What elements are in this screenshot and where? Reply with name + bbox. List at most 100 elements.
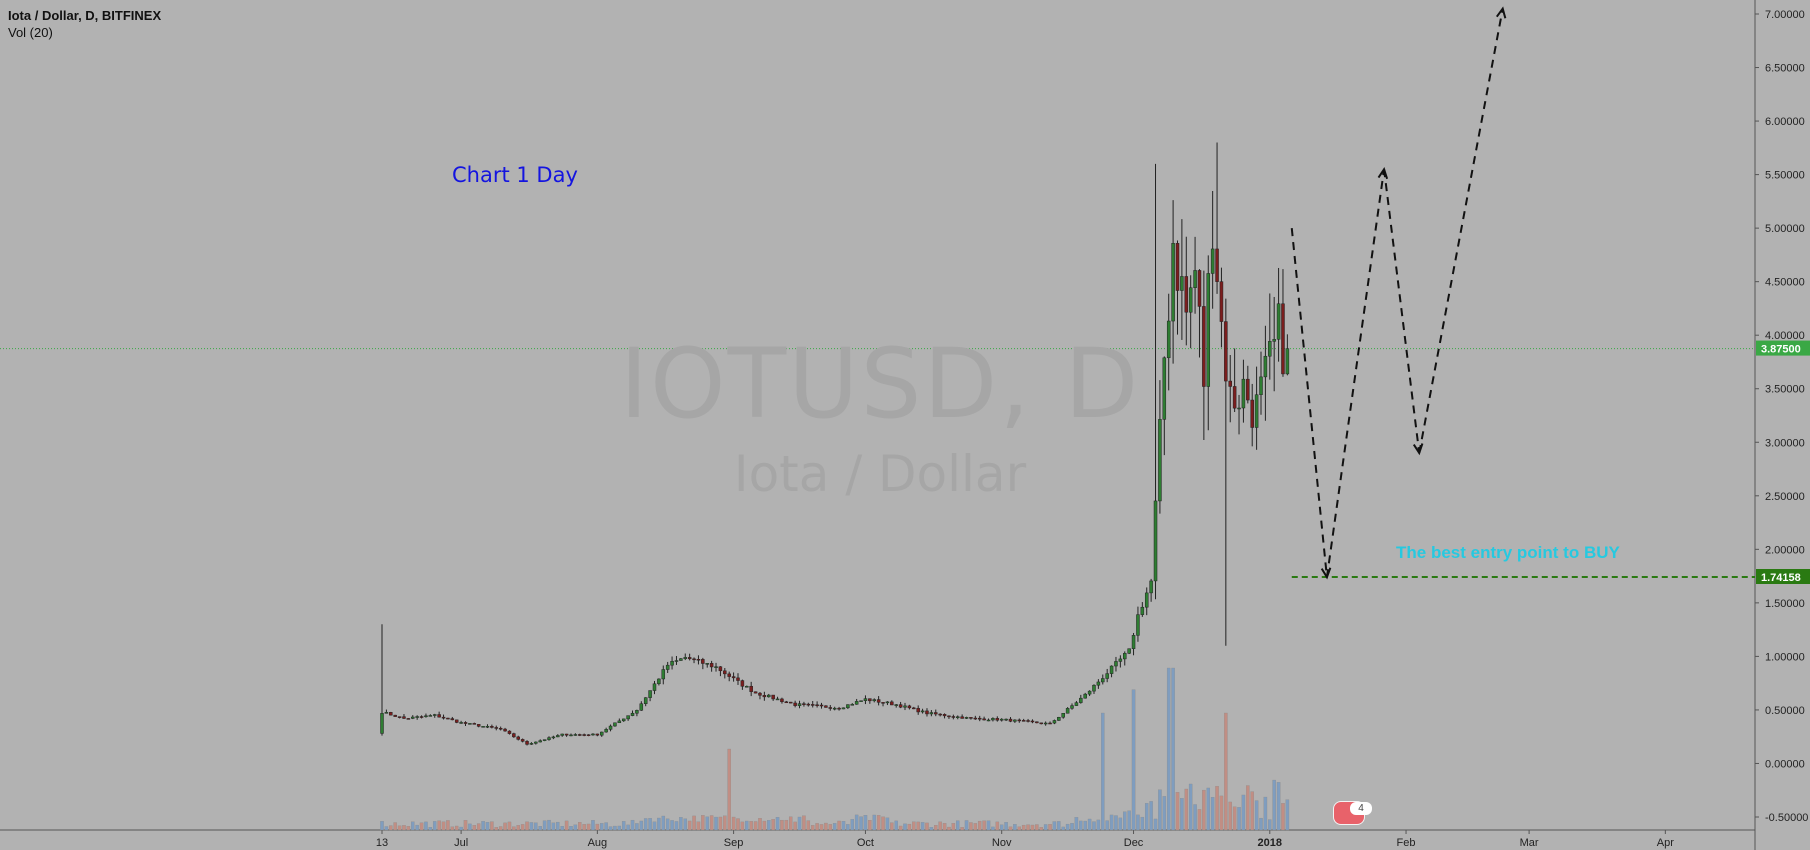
candle-body [1206,273,1211,387]
candle-body [955,716,960,718]
volume-bar [1281,803,1285,831]
candle-body [463,722,468,724]
volume-indicator-label[interactable]: Vol (20) [8,25,53,40]
time-tick-label: Jul [454,837,468,849]
volume-bar [485,822,490,831]
volume-bar [1131,689,1136,831]
projection-arrowhead [1495,6,1507,19]
volume-bar [1254,800,1259,831]
candle-body [942,714,947,717]
volume-bar [380,821,384,831]
volume-bar [503,822,507,831]
volume-bar [736,818,740,831]
candle-body [1131,635,1136,649]
candle-body [898,704,903,708]
volume-bar [1070,823,1074,831]
candle-body [525,741,529,745]
candle-body [432,714,437,716]
volume-bar [1197,809,1202,831]
volume-bar [955,820,960,831]
candle-body [428,715,433,717]
current-price-tag [1756,340,1810,356]
volume-bar [670,820,674,831]
volume-bar [793,821,797,831]
candle-body [1158,419,1162,502]
volume-bar [898,825,903,831]
volume-bar [657,817,661,831]
volume-bar [841,821,846,831]
candle-body [1118,658,1123,662]
time-tick-label: 13 [376,837,388,849]
volume-bar [608,826,613,831]
volume-bar [885,817,890,831]
volume-bar [542,820,547,831]
candle-body [709,663,714,668]
volume-bar [929,827,934,831]
candle-body [1039,722,1043,725]
candle-body [397,716,402,718]
chart-note-text: Chart 1 Day [452,163,578,187]
volume-bar [982,820,986,831]
volume-bar [450,826,455,831]
candle-body [850,704,855,706]
volume-bar [1246,785,1250,831]
candle-body [999,718,1004,721]
volume-bar [472,825,477,831]
candle-body [630,712,635,716]
volume-bar [995,821,1000,831]
volume-bar [1202,789,1206,831]
candle-body [1263,355,1268,378]
volume-bar [1224,712,1228,831]
volume-bar [859,816,863,831]
candle-body [494,727,499,729]
candle-body [512,733,516,738]
projection-arrowhead [1412,443,1424,456]
candle-body [1052,720,1057,724]
candle-body [1237,407,1241,410]
price-tick-label: 6.50000 [1765,63,1805,75]
candle-body [854,701,859,705]
volume-bar [1008,826,1013,831]
candle-body [1281,303,1285,375]
candle-body [1250,399,1254,428]
candle-body [600,731,604,736]
candle-body [635,710,639,714]
volume-bar [780,819,784,831]
volume-bar [1232,806,1237,831]
candle-body [903,705,907,708]
volume-bar [1105,820,1109,831]
candle-body [520,739,525,742]
candle-body [556,735,560,738]
candle-body [723,670,727,675]
candle-body [1197,270,1202,307]
time-tick-label: Sep [724,837,744,849]
candle-body [784,701,789,704]
candle-body [1276,303,1281,340]
candle-body [846,704,850,709]
candle-body [1166,320,1171,359]
volume-bar [683,818,688,831]
volume-bar [1210,797,1215,831]
volume-bar [1184,788,1189,831]
candle-body [437,714,441,718]
volume-bar [1219,795,1224,831]
candle-body [1246,378,1250,401]
volume-bar [986,820,991,831]
candle-body [665,664,670,670]
volume-bar [674,821,679,831]
volume-bar [1021,824,1026,831]
candle-body [1079,697,1083,703]
volume-bar [991,826,995,831]
volume-bar [512,826,516,831]
candle-body [964,717,969,719]
volume-bar [709,815,714,831]
candle-body [604,729,608,733]
price-tick-label: 3.00000 [1765,437,1805,449]
volume-bar [538,826,542,831]
candle-body [648,690,652,698]
volume-bar [925,822,929,831]
events-badge[interactable]: 4 [1350,802,1372,815]
volume-bar [525,821,529,831]
